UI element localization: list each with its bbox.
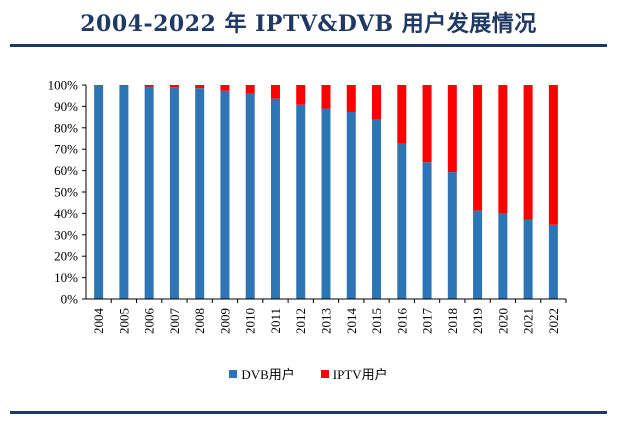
y-tick-label: 30% [54,227,78,242]
bar-iptv [372,85,382,120]
y-tick-label: 20% [54,249,78,264]
legend-swatch-dvb [229,369,238,378]
x-tick-label: 2010 [243,308,258,334]
x-tick-label: 2004 [91,308,106,335]
bar-dvb [523,219,533,299]
y-tick-label: 70% [54,142,78,157]
x-tick-label: 2013 [319,308,334,334]
y-tick-label: 100% [48,78,79,93]
x-tick-label: 2020 [495,308,510,334]
bar-dvb [397,143,407,299]
bar-iptv [447,85,457,173]
x-tick-label: 2009 [217,308,232,334]
y-tick-label: 10% [54,270,78,285]
bar-dvb [169,87,179,299]
bar-dvb [548,224,558,299]
legend-swatch-iptv [320,369,329,378]
bar-iptv [523,85,533,220]
bar-dvb [447,172,457,299]
bar-dvb [270,98,280,299]
bar-iptv [220,85,230,91]
x-tick-label: 2015 [369,308,384,334]
legend-item-dvb: DVB用户 [229,364,295,383]
bar-iptv [245,85,255,94]
x-tick-label: 2017 [420,308,435,335]
bar-dvb [195,88,205,300]
x-tick-label: 2005 [116,308,131,334]
bar-iptv [144,85,154,87]
y-tick-label: 50% [54,185,78,200]
x-tick-label: 2018 [445,308,460,334]
y-tick-label: 40% [54,206,78,221]
legend-label-iptv: IPTV用户 [332,367,388,382]
bar-iptv [321,85,331,109]
bar-iptv [473,85,483,211]
bar-iptv [119,85,129,86]
bar-iptv [422,85,432,163]
bar-iptv [498,85,508,214]
x-tick-label: 2019 [470,308,485,334]
bar-iptv [195,85,205,89]
bar-dvb [144,86,154,299]
y-tick-label: 90% [54,99,78,114]
bar-dvb [321,108,331,299]
bar-dvb [220,90,230,299]
x-tick-label: 2011 [268,308,283,334]
bar-dvb [372,119,382,299]
bar-dvb [473,210,483,299]
page-title: 2004-2022 年 IPTV&DVB 用户发展情况 [80,11,537,37]
bar-iptv [270,85,280,99]
x-tick-label: 2012 [293,308,308,334]
bar-dvb [422,162,432,299]
bar-dvb [346,111,356,300]
bar-iptv [397,85,407,144]
x-tick-label: 2021 [521,308,536,334]
legend-item-iptv: IPTV用户 [320,364,388,383]
bar-iptv [346,85,356,112]
bar-dvb [498,213,508,299]
bar-dvb [296,104,306,299]
x-tick-label: 2014 [344,308,359,335]
title-underline [10,44,607,47]
footer-rule [10,411,607,414]
bar-dvb [245,93,255,299]
bar-iptv [296,85,306,105]
bar-iptv [548,85,558,225]
y-tick-label: 80% [54,120,78,135]
bar-dvb [119,85,129,299]
x-tick-label: 2006 [142,308,157,335]
bar-iptv [169,85,179,88]
x-tick-label: 2016 [394,308,409,335]
legend-label-dvb: DVB用户 [241,367,295,382]
x-tick-label: 2008 [192,308,207,334]
y-tick-label: 0% [61,292,79,307]
x-tick-label: 2007 [167,308,182,335]
y-tick-label: 60% [54,163,78,178]
x-tick-label: 2022 [546,308,561,334]
bar-dvb [94,85,104,299]
chart-legend: DVB用户 IPTV用户 [0,364,617,383]
